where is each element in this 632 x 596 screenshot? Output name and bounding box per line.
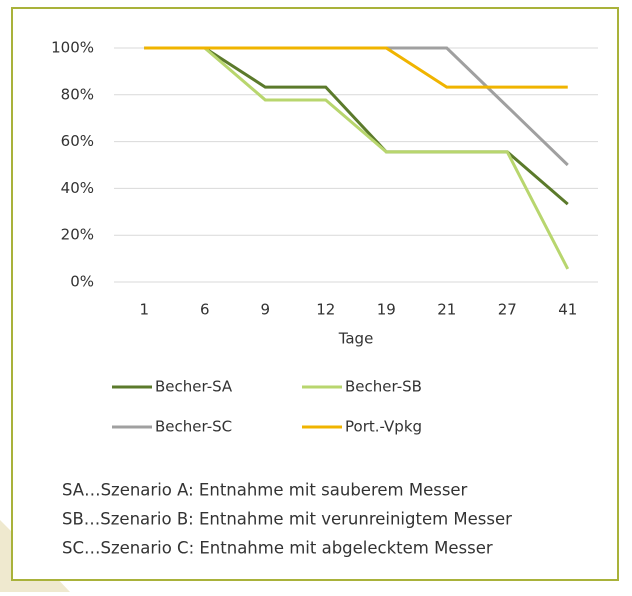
x-tick-label: 19	[377, 301, 396, 319]
note: SC…Szenario C: Entnahme mit abgelecktem …	[62, 539, 493, 558]
y-tick-label: 60%	[61, 132, 94, 150]
y-tick-label: 20%	[61, 226, 94, 244]
x-tick-label: 21	[437, 301, 456, 319]
note: SB…Szenario B: Entnahme mit verunreinigt…	[62, 510, 512, 529]
x-tick-label: 12	[316, 301, 335, 319]
x-axis-label: Tage	[338, 330, 374, 348]
legend-label: Becher-SB	[345, 378, 422, 396]
x-tick-label: 41	[558, 301, 577, 319]
note: SA…Szenario A: Entnahme mit sauberem Mes…	[62, 481, 468, 500]
x-tick-label: 9	[260, 301, 270, 319]
legend-label: Becher-SC	[155, 418, 232, 436]
x-tick-label: 1	[139, 301, 149, 319]
y-tick-label: 80%	[61, 85, 94, 103]
legend-label: Becher-SA	[155, 378, 233, 396]
x-tick-label: 27	[498, 301, 517, 319]
y-tick-label: 0%	[70, 273, 94, 291]
legend-label: Port.-Vpkg	[345, 418, 422, 436]
y-tick-label: 100%	[51, 39, 94, 57]
chart: Tage 0% 20% 40% 60% 80% 100% 1 6 9 12 19 21 27 41 Bech…	[0, 0, 632, 592]
x-tick-label: 6	[200, 301, 210, 319]
y-tick-label: 40%	[61, 179, 94, 197]
